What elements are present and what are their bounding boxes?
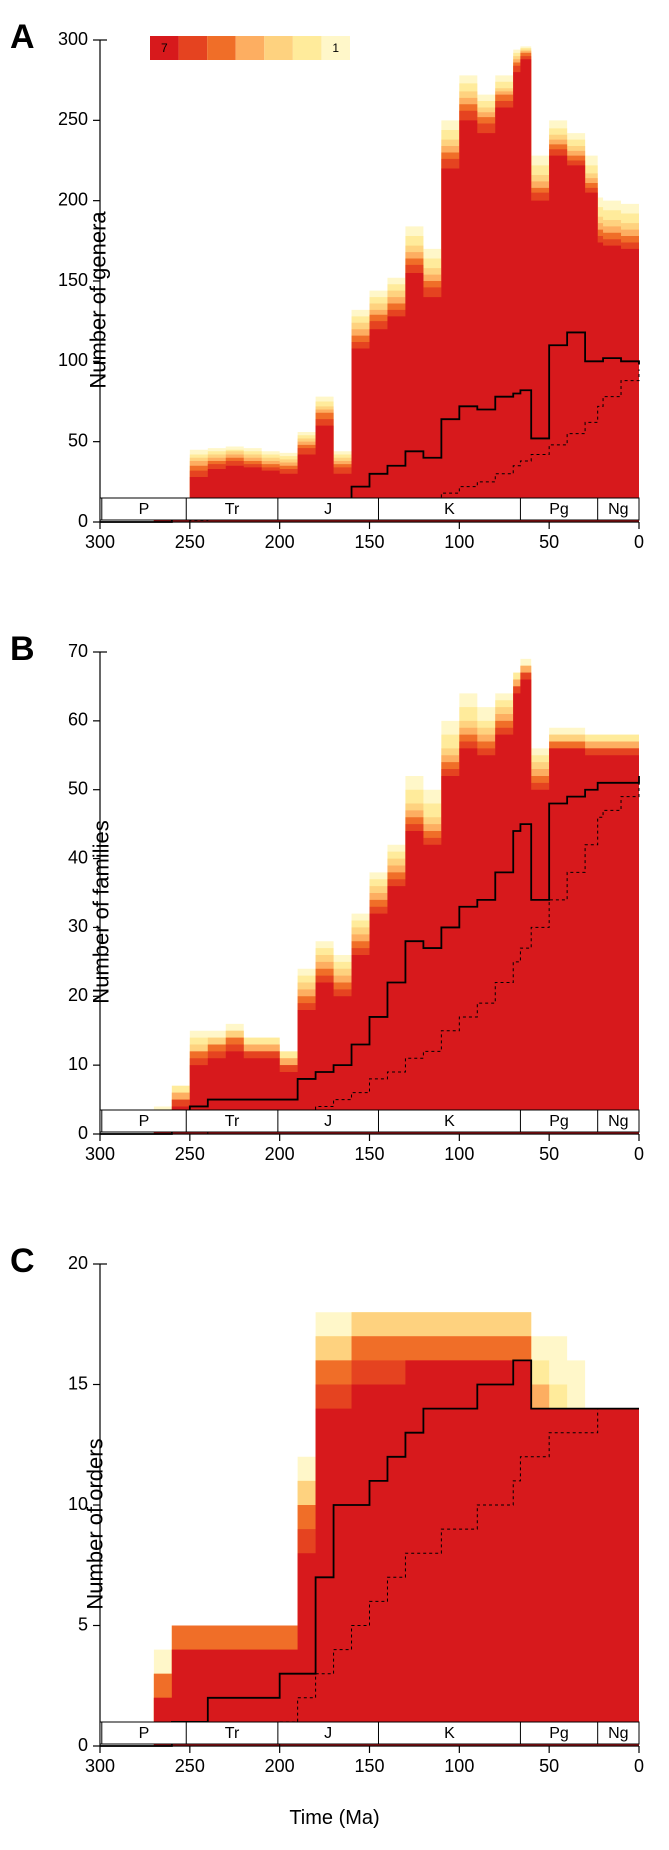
legend-label-left: 7 xyxy=(161,41,168,55)
svg-text:P: P xyxy=(139,501,150,518)
svg-text:300: 300 xyxy=(85,1756,115,1776)
bands xyxy=(100,1312,639,1746)
svg-text:Pg: Pg xyxy=(549,1725,569,1742)
x-axis-label: Time (Ma) xyxy=(289,1807,379,1830)
svg-text:100: 100 xyxy=(58,350,88,370)
panel-B: BNumber of families010203040506070300250… xyxy=(0,612,669,1212)
svg-text:40: 40 xyxy=(68,847,88,867)
svg-text:20: 20 xyxy=(68,985,88,1005)
svg-text:30: 30 xyxy=(68,916,88,936)
figure-container: ANumber of genera05010015020025030030025… xyxy=(0,0,669,1850)
svg-text:200: 200 xyxy=(58,189,88,209)
svg-text:Ng: Ng xyxy=(608,1113,628,1130)
plot-svg-A: 0 50 100 150 200 250 300 300 250 200 150 100 50 0 P Tr J… xyxy=(0,0,669,600)
svg-text:20: 20 xyxy=(68,1253,88,1273)
svg-text:60: 60 xyxy=(68,710,88,730)
svg-text:Tr: Tr xyxy=(225,501,240,518)
svg-text:0: 0 xyxy=(78,1123,88,1143)
svg-text:0: 0 xyxy=(634,1144,644,1164)
plot-svg-B: 0 10 20 30 40 50 60 70 300 250 200 150 100 50 0 P Tr J K Pg… xyxy=(0,612,669,1212)
svg-text:15: 15 xyxy=(68,1373,88,1393)
svg-text:150: 150 xyxy=(354,1756,384,1776)
panel-A: ANumber of genera05010015020025030030025… xyxy=(0,0,669,600)
svg-text:50: 50 xyxy=(68,430,88,450)
svg-text:J: J xyxy=(324,501,332,518)
svg-text:200: 200 xyxy=(265,1144,295,1164)
svg-text:250: 250 xyxy=(175,532,205,552)
geo-timescale: P Tr J K Pg Ng xyxy=(100,498,639,520)
svg-text:50: 50 xyxy=(539,1144,559,1164)
svg-text:P: P xyxy=(139,1113,150,1130)
svg-text:150: 150 xyxy=(354,532,384,552)
svg-text:0: 0 xyxy=(634,1756,644,1776)
svg-text:K: K xyxy=(444,1725,455,1742)
svg-text:50: 50 xyxy=(539,532,559,552)
svg-text:250: 250 xyxy=(58,109,88,129)
svg-text:100: 100 xyxy=(444,1144,474,1164)
geo-timescale: P Tr J K Pg Ng xyxy=(100,1110,639,1132)
svg-text:50: 50 xyxy=(68,778,88,798)
bands xyxy=(100,46,639,522)
svg-text:150: 150 xyxy=(58,270,88,290)
svg-text:200: 200 xyxy=(265,532,295,552)
svg-text:250: 250 xyxy=(175,1144,205,1164)
color-legend: 71 xyxy=(140,32,380,64)
svg-text:0: 0 xyxy=(634,532,644,552)
svg-text:Tr: Tr xyxy=(225,1725,240,1742)
svg-text:70: 70 xyxy=(68,641,88,661)
svg-text:10: 10 xyxy=(68,1054,88,1074)
svg-text:300: 300 xyxy=(58,29,88,49)
band-layer-1 xyxy=(100,1360,639,1746)
svg-text:200: 200 xyxy=(265,1756,295,1776)
svg-text:150: 150 xyxy=(354,1144,384,1164)
svg-text:300: 300 xyxy=(85,532,115,552)
svg-text:50: 50 xyxy=(539,1756,559,1776)
svg-text:K: K xyxy=(444,501,455,518)
svg-text:10: 10 xyxy=(68,1494,88,1514)
svg-text:J: J xyxy=(324,1113,332,1130)
svg-text:K: K xyxy=(444,1113,455,1130)
svg-text:0: 0 xyxy=(78,511,88,531)
svg-text:Ng: Ng xyxy=(608,1725,628,1742)
bands xyxy=(100,659,639,1134)
geo-timescale: P Tr J K Pg Ng xyxy=(100,1722,639,1744)
svg-text:Tr: Tr xyxy=(225,1113,240,1130)
svg-text:Ng: Ng xyxy=(608,501,628,518)
svg-text:5: 5 xyxy=(78,1614,88,1634)
svg-text:Pg: Pg xyxy=(549,501,569,518)
svg-text:250: 250 xyxy=(175,1756,205,1776)
panel-C: CNumber of orders05101520300250200150100… xyxy=(0,1224,669,1824)
svg-text:P: P xyxy=(139,1725,150,1742)
svg-text:100: 100 xyxy=(444,1756,474,1776)
plot-svg-C: 0 5 10 15 20 300 250 200 150 100 50 0 P Tr J K Pg Ng xyxy=(0,1224,669,1824)
svg-text:J: J xyxy=(324,1725,332,1742)
svg-text:300: 300 xyxy=(85,1144,115,1164)
legend-label-right: 1 xyxy=(332,41,339,55)
svg-text:0: 0 xyxy=(78,1735,88,1755)
svg-text:Pg: Pg xyxy=(549,1113,569,1130)
svg-text:100: 100 xyxy=(444,532,474,552)
